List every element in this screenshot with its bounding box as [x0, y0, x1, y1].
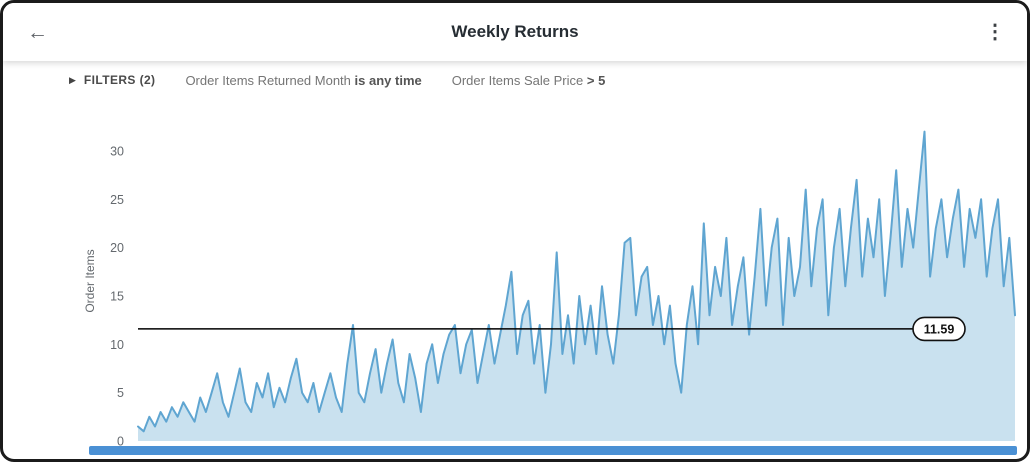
y-tick-label: 5	[117, 386, 124, 400]
y-tick-label: 20	[110, 241, 124, 255]
reference-value: 11.59	[924, 322, 955, 336]
filters-toggle-label: FILTERS (2)	[83, 73, 156, 87]
filter-condition: > 5	[586, 72, 606, 88]
filter-condition: is any time	[354, 72, 422, 88]
area-series	[138, 131, 1015, 441]
y-tick-label: 25	[110, 193, 124, 207]
reference-pill	[912, 316, 966, 342]
filter-clause-returned-month[interactable]: Order Items Returned Month is any time	[185, 73, 421, 88]
chart-area: 0 5 10 15 20 25 30 11.59	[3, 103, 1030, 455]
filters-bar: ▶ FILTERS (2) Order Items Returned Month…	[3, 65, 1027, 95]
weekly-returns-chart[interactable]: 0 5 10 15 20 25 30 11.59	[3, 103, 1030, 455]
line-series	[137, 130, 1016, 433]
y-tick-label: 30	[110, 144, 124, 158]
back-button[interactable]: ←	[27, 20, 48, 44]
kebab-menu-button[interactable]: ⋮	[985, 21, 1005, 43]
y-tick-label: 10	[110, 338, 124, 352]
page-title: Weekly Returns	[451, 22, 579, 41]
filter-field: Order Items Sale Price	[451, 72, 584, 88]
y-tick-label: 15	[110, 289, 124, 303]
filter-field: Order Items Returned Month	[185, 72, 351, 88]
chevron-right-icon: ▶	[69, 74, 76, 85]
horizontal-scrollbar[interactable]	[89, 446, 1017, 455]
filters-toggle[interactable]: ▶ FILTERS (2)	[69, 73, 155, 87]
y-tick-label: 0	[117, 435, 124, 449]
app-header: ← Weekly Returns ⋮	[3, 3, 1027, 61]
filter-clause-sale-price[interactable]: Order Items Sale Price > 5	[452, 73, 606, 88]
y-axis-title: Order Items	[83, 249, 97, 313]
